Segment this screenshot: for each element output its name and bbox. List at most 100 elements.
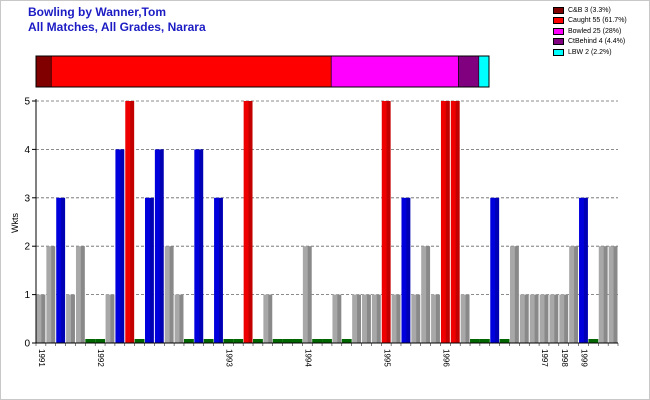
chart-subtitle: All Matches, All Grades, Narara <box>28 20 206 34</box>
wkts-bar <box>145 197 154 343</box>
wkts-bar-shade <box>445 101 450 343</box>
wkts-bar <box>539 294 549 343</box>
legend-label-bowled: Bowled 25 (28%) <box>568 27 622 35</box>
wkts-bar <box>46 246 56 343</box>
legend-label-caught: Caught 55 (61.7%) <box>568 17 627 25</box>
wkts-bar-shade <box>603 246 608 343</box>
legend-label-ctbehind: CtBehind 4 (4.4%) <box>568 38 626 46</box>
x-year-label: 1995 <box>382 349 391 367</box>
wkts-bar <box>164 246 174 343</box>
wkts-bar <box>352 294 362 343</box>
wkts-bar <box>490 197 500 343</box>
legend-item-bowled: Bowled 25 (28%) <box>553 26 627 37</box>
zero-marker <box>312 339 323 343</box>
wkts-bar-shade <box>534 294 539 343</box>
stack-segment-ctbehind <box>458 55 480 88</box>
wkts-bar-shade <box>169 246 174 343</box>
wkts-bar <box>608 246 618 343</box>
zero-marker <box>499 339 510 343</box>
wkts-bar <box>529 294 539 343</box>
wkts-bar <box>569 246 579 343</box>
x-year-label: 1994 <box>303 349 312 367</box>
y-tick-label: 3 <box>24 193 30 204</box>
x-year-label: 1991 <box>37 349 46 367</box>
legend-label-cnb: C&B 3 (3.3%) <box>568 6 611 14</box>
x-year-label: 1998 <box>560 349 569 367</box>
legend-swatch-ctbehind <box>553 38 564 46</box>
y-tick-label: 5 <box>24 97 30 108</box>
wkts-bar-shade <box>613 246 618 343</box>
wkts-bar <box>598 246 608 343</box>
wkts-bar-shade <box>80 246 85 343</box>
wkts-bar-shade <box>199 149 204 343</box>
zero-marker <box>95 339 106 343</box>
y-tick-label: 2 <box>24 242 30 253</box>
zero-marker <box>183 339 194 343</box>
wkts-bar-shade <box>248 101 253 343</box>
wkts-bar <box>519 294 529 343</box>
wkts-bar <box>214 197 223 343</box>
wkts-bar-shade <box>179 294 184 343</box>
x-year-label: 1993 <box>224 349 233 367</box>
wkts-bar-shade <box>70 294 75 343</box>
wkts-bar-shade <box>495 197 500 343</box>
legend-item-ctbehind: CtBehind 4 (4.4%) <box>553 37 627 48</box>
wkts-bar-shade <box>564 294 569 343</box>
legend-swatch-cnb <box>553 6 564 14</box>
wkts-bar <box>559 294 569 343</box>
y-tick-label: 1 <box>24 290 30 301</box>
stack-segment-bowled <box>330 55 459 88</box>
wkts-bar-shade <box>455 101 460 343</box>
wkts-bar-shade <box>554 294 559 343</box>
wkts-bar-shade <box>218 197 223 343</box>
wkts-bar <box>460 294 470 343</box>
wkts-bar-shade <box>574 246 579 343</box>
wkts-bar-shade <box>149 197 154 343</box>
wkts-bar <box>105 294 115 343</box>
wkts-bar-shade <box>120 149 125 343</box>
wkts-bar-shade <box>41 294 46 343</box>
wkts-bar <box>36 294 46 343</box>
wkts-bar-shade <box>544 294 549 343</box>
x-year-label: 1992 <box>96 349 105 367</box>
wkts-bar <box>332 294 342 343</box>
zero-marker <box>588 339 599 343</box>
x-year-label: 1996 <box>441 349 450 367</box>
wkts-bar <box>66 294 75 343</box>
wkts-bar-shade <box>416 294 421 343</box>
wkts-bar-shade <box>51 246 56 343</box>
zero-marker <box>233 339 244 343</box>
wkts-bar-shade <box>366 294 371 343</box>
legend-label-lbw: LBW 2 (2.2%) <box>568 48 612 56</box>
wkts-bar <box>371 294 381 343</box>
wkts-bar-shade <box>583 197 588 343</box>
wkts-bar <box>362 294 371 343</box>
wkts-bar-shade <box>159 149 164 343</box>
y-tick-label: 0 <box>24 339 30 350</box>
wkts-bar-shade <box>396 294 401 343</box>
wkts-bar-shade <box>524 294 529 343</box>
legend-swatch-lbw <box>553 48 564 56</box>
zero-marker <box>322 339 332 343</box>
wkts-bar <box>411 294 421 343</box>
wkts-bar-shade <box>435 294 440 343</box>
chart-title: Bowling by Wanner,Tom <box>28 5 166 19</box>
wkts-bar <box>154 149 164 343</box>
zero-marker <box>479 339 490 343</box>
y-tick-label: 4 <box>24 145 30 156</box>
zero-marker <box>134 339 145 343</box>
zero-marker <box>85 339 96 343</box>
x-year-label: 1999 <box>580 349 589 367</box>
wkts-bar <box>391 294 401 343</box>
wkts-bar <box>125 101 135 343</box>
wkts-bar <box>421 246 431 343</box>
wkts-bar-shade <box>61 197 66 343</box>
legend-swatch-caught <box>553 17 564 25</box>
wkts-bar-shade <box>406 197 411 343</box>
wkts-bar <box>431 294 440 343</box>
wkts-bar-shade <box>357 294 362 343</box>
zero-marker <box>292 339 303 343</box>
wkts-bar <box>401 197 411 343</box>
x-year-label: 1997 <box>540 349 549 367</box>
